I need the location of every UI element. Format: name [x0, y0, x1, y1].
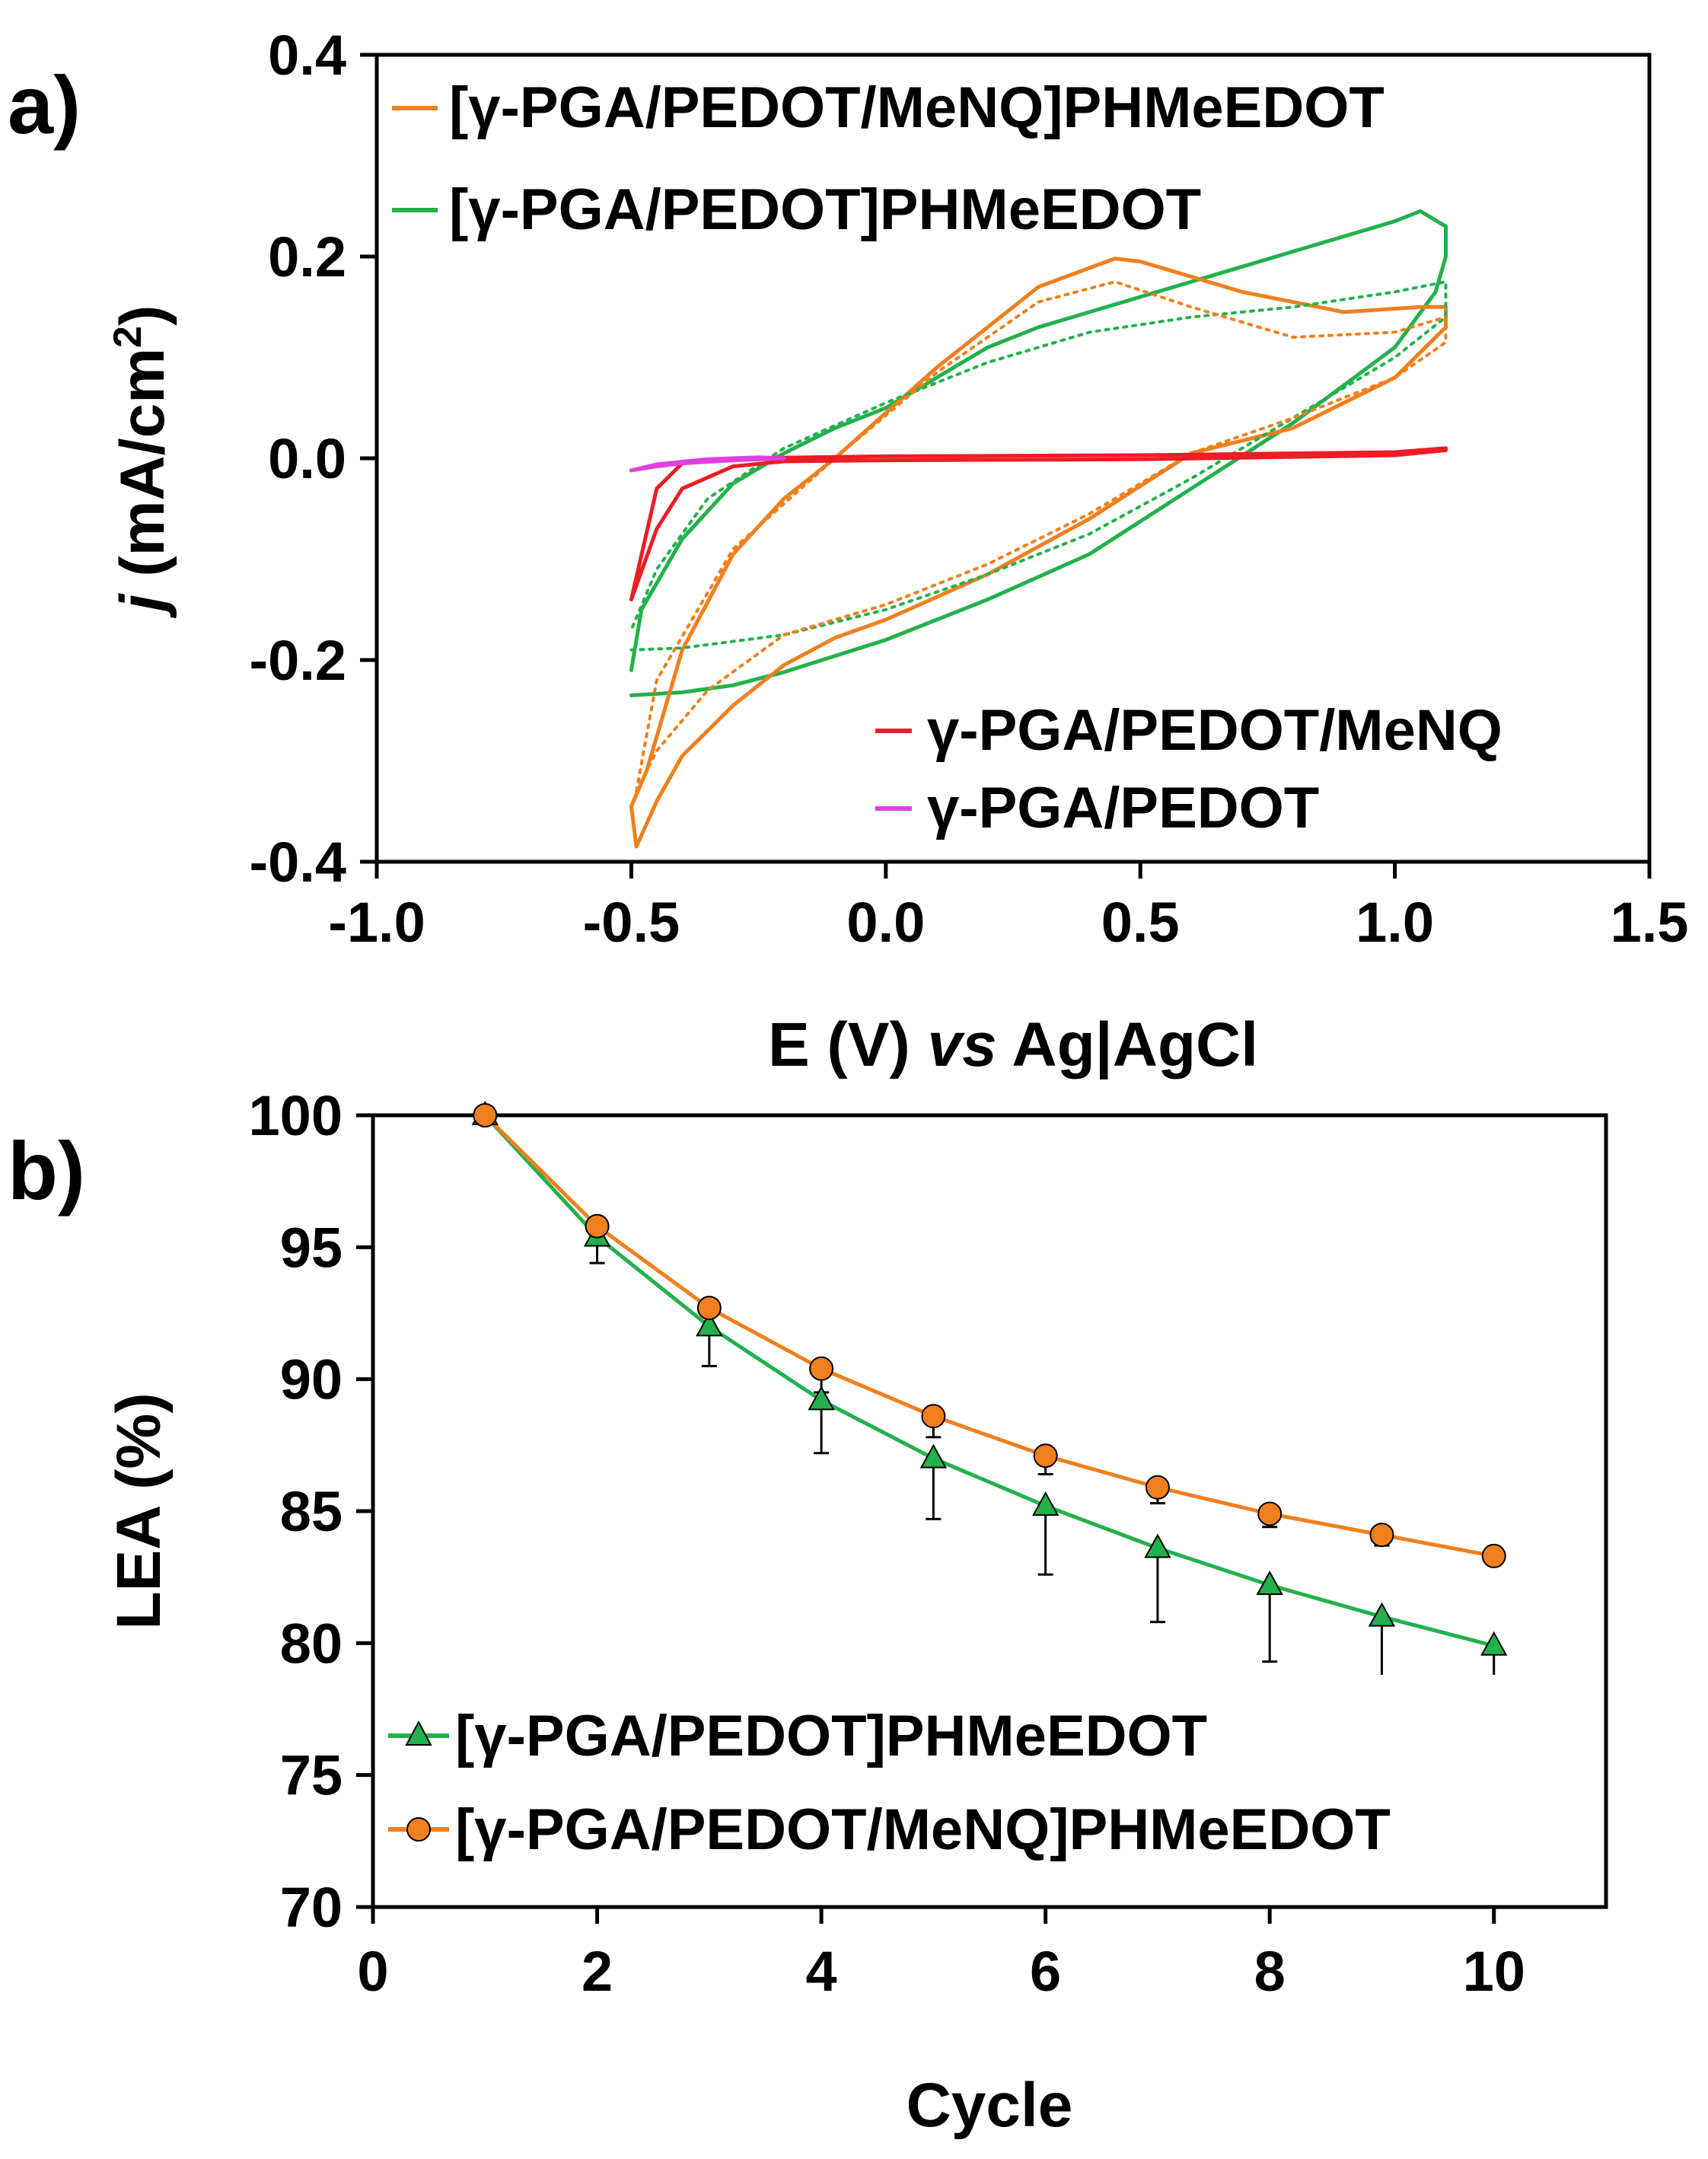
legend-a-label-pedot-phmeedot: [γ-PGA/PEDOT]PHMeEDOT	[449, 177, 1201, 242]
legend-b-triangle-marker	[405, 1720, 432, 1746]
cv-curve-pga-pedot	[629, 455, 786, 473]
y-tick-label: 0.0	[268, 427, 346, 490]
data-point-triangle	[919, 1443, 948, 1469]
y-tick-label: 90	[280, 1348, 343, 1411]
data-point-triangle	[1031, 1491, 1060, 1516]
data-point-circle	[473, 1103, 498, 1127]
y-tick-label: 0.4	[268, 24, 346, 87]
legend-a-label-menq-phmeedot: [γ-PGA/PEDOT/MeNQ]PHMeEDOT	[449, 75, 1385, 140]
x-tick-label: 8	[1254, 1940, 1286, 2003]
y-tick-label: 75	[280, 1744, 343, 1807]
panel-a-series-group	[629, 209, 1448, 849]
y-tick-label: 100	[249, 1084, 343, 1147]
legend-b-box	[426, 1675, 1602, 1865]
data-point-triangle	[1480, 1631, 1508, 1656]
legend-a-label-menq: γ-PGA/PEDOT/MeNQ	[927, 698, 1502, 763]
x-tick-label: 0.5	[1101, 891, 1180, 954]
panel-b-y-ticks: 70 75 80 85 90 95 100	[249, 1084, 373, 1939]
data-point-circle	[1033, 1443, 1058, 1469]
x-tick-label: -0.5	[583, 891, 680, 954]
panel-b-x-axis-title: Cycle	[907, 2071, 1073, 2140]
data-point-triangle	[1256, 1570, 1283, 1596]
data-point-circle	[809, 1356, 834, 1381]
panel-a-y-ticks: -0.4 -0.2 0.0 0.2 0.4	[249, 24, 377, 894]
panel-a-cv-chart: a) -1.0 -0.5 0.0 0.5 1.0 1.5 -0.4 -0.2 0.0 0.2 0.…	[8, 24, 1688, 1080]
x-tick-label: 10	[1463, 1940, 1525, 2003]
panel-a-y-axis-title: j (mA/cm2)	[106, 305, 177, 619]
y-tick-label: -0.2	[249, 629, 346, 692]
data-point-triangle	[696, 1312, 723, 1337]
x-tick-label: 1.0	[1356, 891, 1434, 954]
legend-b-label-menq-phmeedot: [γ-PGA/PEDOT/MeNQ]PHMeEDOT	[455, 1797, 1391, 1862]
data-point-triangle	[1368, 1602, 1396, 1627]
data-point-triangle	[1144, 1533, 1171, 1558]
x-tick-label: 2	[582, 1940, 613, 2003]
legend-b-circle-marker	[406, 1817, 431, 1842]
data-point-circle	[1145, 1475, 1170, 1500]
x-tick-label: 0	[357, 1940, 388, 2003]
data-point-circle	[921, 1404, 946, 1429]
data-point-circle	[1369, 1523, 1394, 1548]
panel-b-x-ticks: 0 2 4 6 8 10	[357, 1907, 1525, 2003]
x-tick-label: 4	[806, 1940, 837, 2003]
x-tick-label: 1.5	[1611, 891, 1689, 954]
x-tick-label: 6	[1030, 1940, 1061, 2003]
panel-b-y-axis-title: LEA (%)	[104, 1392, 174, 1629]
lea-line-pga-pedot-menq-phmeedot	[483, 1114, 1495, 1558]
x-tick-label: -1.0	[328, 891, 425, 954]
cv-curve-pga-pedot-menq-phmeedot	[629, 257, 1448, 849]
panel-a-label: a)	[8, 59, 81, 151]
legend-b-label-pedot-phmeedot: [γ-PGA/PEDOT]PHMeEDOT	[455, 1704, 1207, 1768]
data-point-triangle	[808, 1386, 835, 1411]
lea-line-pga-pedot-phmeedot	[483, 1114, 1495, 1648]
panel-b-series-group	[471, 1100, 1508, 1732]
panel-a-x-axis-title: E (V) vs Ag|AgCl	[768, 1010, 1258, 1080]
data-point-circle	[696, 1296, 722, 1321]
y-tick-label: 0.2	[268, 225, 346, 289]
panel-b-label: b)	[8, 1124, 85, 1217]
y-tick-label: -0.4	[249, 831, 346, 894]
data-point-circle	[585, 1213, 610, 1239]
y-tick-label: 85	[280, 1480, 343, 1543]
cv-curve-pga-pedot-menq-phmeedot-dotted	[635, 280, 1448, 793]
y-tick-label: 95	[280, 1216, 343, 1279]
cv-curve-pga-pedot-phmeedot-dotted	[629, 280, 1448, 652]
panel-b-lea-chart: b) 0 2 4 6 8 10 70 75 80 85 90 95 100 [γ-PGA/PEDOT]…	[8, 1084, 1608, 2140]
legend-a-label-pedot: γ-PGA/PEDOT	[927, 776, 1319, 840]
data-point-circle	[1481, 1543, 1506, 1568]
cv-curve-pga-pedot-phmeedot	[629, 209, 1448, 697]
y-tick-label: 70	[280, 1876, 343, 1939]
x-tick-label: 0.0	[846, 891, 925, 954]
panel-a-x-ticks: -1.0 -0.5 0.0 0.5 1.0 1.5	[328, 862, 1688, 954]
y-tick-label: 80	[280, 1612, 343, 1675]
data-point-circle	[1257, 1501, 1283, 1526]
